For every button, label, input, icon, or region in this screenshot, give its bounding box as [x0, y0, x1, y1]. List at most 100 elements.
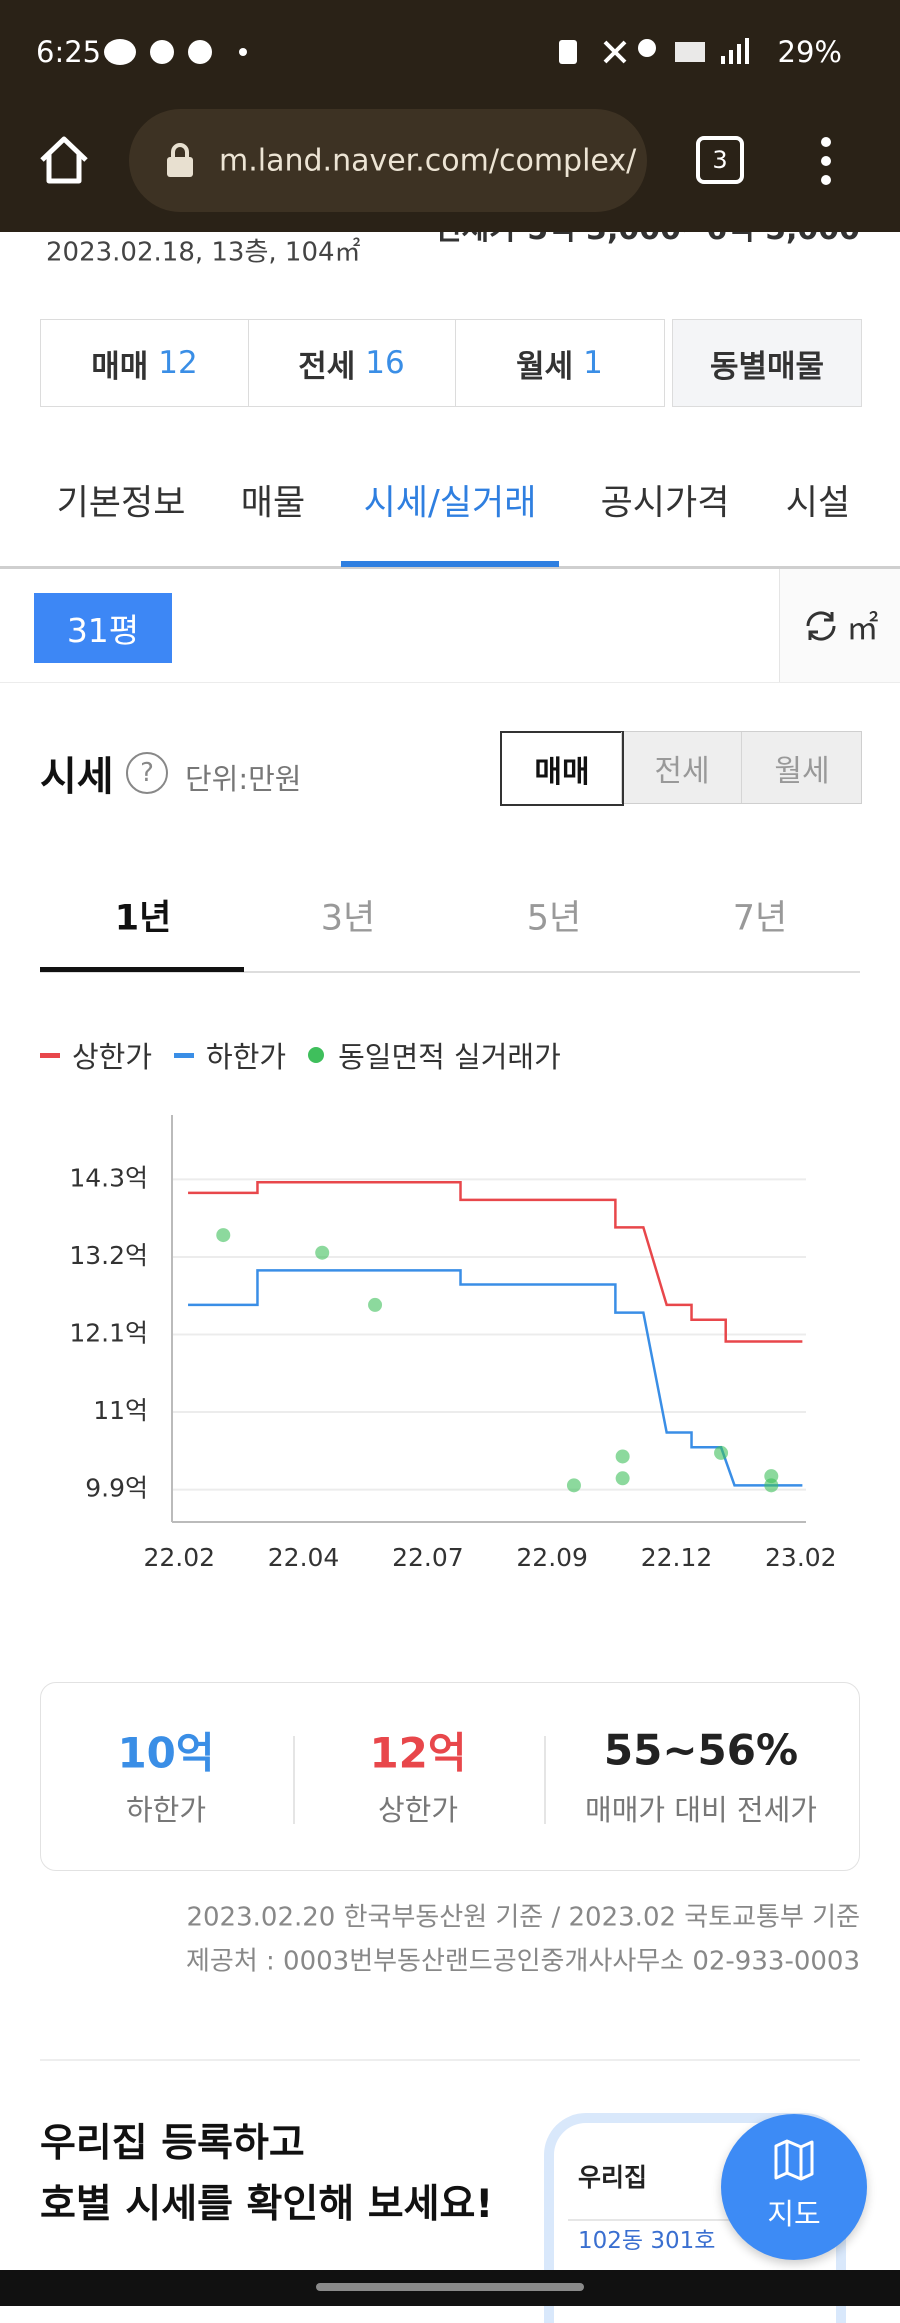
y-tick-label: 12.1억	[69, 1319, 148, 1348]
scatter-point	[764, 1478, 779, 1493]
tab-count[interactable]: 3	[696, 136, 744, 184]
stat-label: 하한가	[125, 1793, 207, 1827]
section-divider	[0, 682, 900, 683]
deal-count: 16	[365, 345, 405, 381]
browser-header: 6:25 29% m.land.naver.com/complex/ 3	[0, 0, 900, 232]
deal-label: 매매	[91, 348, 149, 385]
scatter-point	[566, 1478, 581, 1493]
legend-item: 상한가	[40, 1034, 152, 1076]
home-button[interactable]	[38, 134, 90, 186]
scatter-point	[216, 1228, 231, 1243]
address-bar[interactable]: m.land.naver.com/complex/	[129, 109, 647, 212]
x-tick-label: 22.02	[143, 1543, 215, 1572]
home-handle	[316, 2283, 584, 2291]
mock-unit: 102동 301호	[578, 2228, 716, 2254]
stats-divider	[293, 1736, 295, 1824]
series-line	[188, 1269, 803, 1487]
x-tick-label: 22.07	[392, 1543, 464, 1572]
area-button[interactable]: 31평	[34, 593, 172, 663]
legend-swatch	[308, 1047, 325, 1063]
y-tick-label: 13.2억	[69, 1241, 148, 1270]
unit-note: 단위:만원	[185, 762, 302, 796]
stat-value: 12억	[369, 1728, 467, 1778]
deal-label: 전세	[298, 348, 356, 385]
y-tick-label: 11억	[93, 1396, 148, 1425]
status-icons-left	[104, 39, 247, 65]
nav-tab[interactable]: 공시가격	[600, 483, 730, 524]
type-option[interactable]: 전세	[621, 732, 742, 803]
section-title: 시세	[40, 754, 114, 800]
legend-label: 상한가	[72, 1040, 153, 1074]
mock-divider	[568, 2219, 822, 2221]
type-toggle: 매매 전세 월세	[500, 731, 862, 806]
legend-item: 동일면적 실거래가	[308, 1034, 561, 1076]
refresh-icon	[806, 610, 836, 641]
map-button[interactable]: 지도	[721, 2114, 867, 2260]
scatter-point	[615, 1449, 630, 1464]
period-tab[interactable]: 5년	[526, 898, 582, 939]
x-tick-label: 23.02	[765, 1543, 837, 1572]
lock-icon	[167, 143, 193, 177]
scatter-point	[714, 1445, 729, 1460]
help-icon[interactable]: ?	[126, 752, 168, 794]
dong-tab[interactable]: 동별매물	[672, 319, 862, 407]
series-line	[188, 1180, 803, 1343]
deal-label: 월세	[516, 348, 574, 385]
scatter-point	[368, 1297, 383, 1312]
section-divider	[40, 2059, 860, 2061]
period-tab[interactable]: 3년	[320, 898, 376, 939]
period-tab-active[interactable]: 1년	[114, 898, 172, 939]
period-underline	[40, 967, 244, 972]
legend-swatch	[174, 1052, 195, 1058]
deal-tab[interactable]: 전세 16	[248, 320, 456, 406]
footnote: 2023.02.20 한국부동산원 기준 / 2023.02 국토교통부 기준	[186, 1902, 860, 1933]
y-tick-label: 14.3억	[69, 1163, 148, 1192]
deal-tab[interactable]: 월세 1	[455, 320, 664, 406]
deal-count: 1	[583, 345, 603, 381]
nav-underline	[341, 561, 559, 567]
period-tab[interactable]: 7년	[732, 898, 788, 939]
legend-item: 하한가	[174, 1034, 286, 1076]
deal-tabs: 매매 12 전세 16 월세 1	[40, 319, 665, 407]
period-divider	[40, 971, 860, 973]
legend: 상한가 하한가 동일면적 실거래가	[40, 1034, 583, 1076]
stats-divider	[544, 1736, 546, 1824]
legend-label: 하한가	[206, 1040, 287, 1074]
chart: 9.9억 11억 12.1억 13.2억 14.3억 22.02 22.04 22.07 22.…	[69, 1115, 837, 1572]
footnote: 제공처 : 0003번부동산랜드공인중개사사무소 02-933-0003	[185, 1946, 860, 1977]
stat-label: 상한가	[377, 1793, 459, 1827]
nav-bar	[0, 2270, 900, 2306]
menu-button[interactable]	[816, 134, 836, 188]
promo-line: 우리집 등록하고	[40, 2121, 305, 2166]
nav-tab-active[interactable]: 시세/실거래	[363, 483, 537, 524]
x-tick-label: 22.12	[641, 1543, 713, 1572]
unit-label: ㎡	[846, 608, 879, 647]
type-option[interactable]: 월세	[741, 732, 862, 803]
stat-value: 55~56%	[603, 1725, 799, 1775]
stats-card	[40, 1682, 860, 1871]
legend-label: 동일면적 실거래가	[338, 1040, 561, 1074]
map-icon	[774, 2139, 814, 2181]
x-tick-label: 22.09	[516, 1543, 588, 1572]
stat-value: 10억	[117, 1728, 215, 1778]
status-time: 6:25	[36, 35, 102, 69]
nav-divider	[0, 566, 900, 569]
nav-tab[interactable]: 기본정보	[56, 483, 186, 524]
nav-tab[interactable]: 시설	[785, 483, 851, 524]
mock-title: 우리집	[578, 2163, 648, 2192]
nav-tab[interactable]: 매물	[240, 483, 306, 524]
url: m.land.naver.com/complex/	[219, 143, 637, 179]
x-tick-label: 22.04	[268, 1543, 340, 1572]
stat-label: 매매가 대비 전세가	[585, 1793, 817, 1827]
map-label: 지도	[767, 2197, 821, 2231]
complex-info: 2023.02.18, 13층, 104㎡	[46, 237, 361, 268]
scatter-point	[615, 1471, 630, 1486]
status-battery: 29%	[777, 35, 842, 69]
legend-swatch	[40, 1052, 60, 1058]
scatter-point	[315, 1245, 330, 1260]
type-option-active[interactable]: 매매	[500, 731, 624, 806]
unit-toggle[interactable]: ㎡	[779, 569, 900, 682]
deal-tab[interactable]: 매매 12	[41, 320, 249, 406]
promo-line: 호별 시세를 확인해 보세요!	[40, 2182, 494, 2227]
